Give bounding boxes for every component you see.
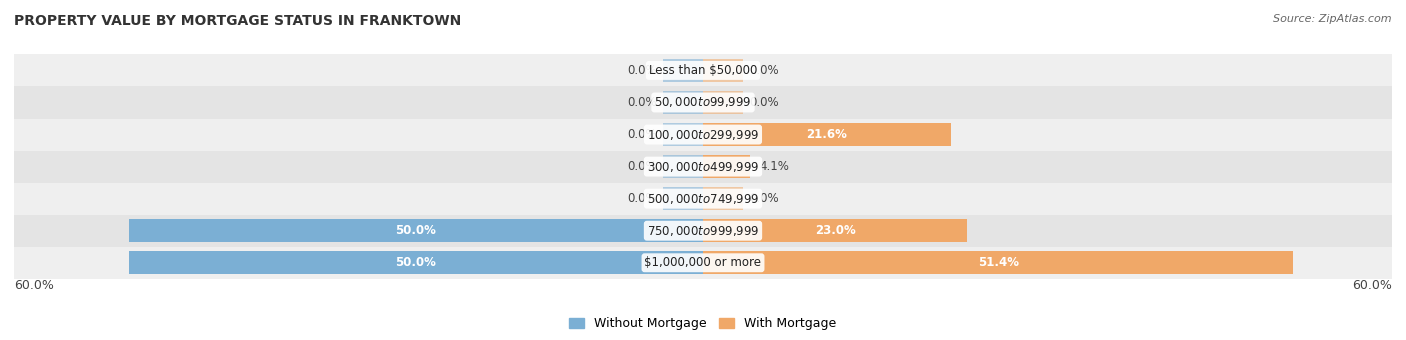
Bar: [129, 251, 703, 274]
Text: $100,000 to $299,999: $100,000 to $299,999: [647, 128, 759, 141]
Bar: [662, 187, 703, 210]
Text: Less than $50,000: Less than $50,000: [648, 64, 758, 77]
Bar: [703, 251, 1294, 274]
Bar: [703, 155, 749, 178]
Bar: [129, 219, 703, 242]
Bar: [662, 155, 703, 178]
Bar: [662, 123, 703, 146]
Text: $500,000 to $749,999: $500,000 to $749,999: [647, 192, 759, 206]
Text: $300,000 to $499,999: $300,000 to $499,999: [647, 159, 759, 174]
Text: 50.0%: 50.0%: [395, 224, 436, 237]
Text: 4.1%: 4.1%: [759, 160, 789, 173]
Text: 0.0%: 0.0%: [627, 160, 657, 173]
Text: 51.4%: 51.4%: [977, 256, 1018, 269]
Bar: [703, 59, 744, 82]
Text: $1,000,000 or more: $1,000,000 or more: [644, 256, 762, 269]
Bar: [14, 247, 1392, 279]
Text: 0.0%: 0.0%: [627, 64, 657, 77]
Bar: [703, 219, 967, 242]
Text: 0.0%: 0.0%: [749, 192, 779, 205]
Bar: [14, 119, 1392, 151]
Text: 0.0%: 0.0%: [627, 96, 657, 109]
Text: $50,000 to $99,999: $50,000 to $99,999: [654, 96, 752, 109]
Text: 50.0%: 50.0%: [395, 256, 436, 269]
Text: 0.0%: 0.0%: [749, 96, 779, 109]
Bar: [14, 215, 1392, 247]
Legend: Without Mortgage, With Mortgage: Without Mortgage, With Mortgage: [564, 312, 842, 335]
Text: $750,000 to $999,999: $750,000 to $999,999: [647, 224, 759, 238]
Bar: [662, 59, 703, 82]
Text: 0.0%: 0.0%: [627, 128, 657, 141]
Bar: [14, 86, 1392, 119]
Text: Source: ZipAtlas.com: Source: ZipAtlas.com: [1274, 14, 1392, 23]
Text: 60.0%: 60.0%: [1353, 279, 1392, 292]
Bar: [703, 123, 950, 146]
Bar: [14, 54, 1392, 86]
Bar: [703, 91, 744, 114]
Bar: [662, 91, 703, 114]
Text: PROPERTY VALUE BY MORTGAGE STATUS IN FRANKTOWN: PROPERTY VALUE BY MORTGAGE STATUS IN FRA…: [14, 14, 461, 28]
Text: 0.0%: 0.0%: [749, 64, 779, 77]
Bar: [14, 183, 1392, 215]
Text: 60.0%: 60.0%: [14, 279, 53, 292]
Text: 23.0%: 23.0%: [814, 224, 855, 237]
Text: 21.6%: 21.6%: [807, 128, 848, 141]
Bar: [703, 187, 744, 210]
Text: 0.0%: 0.0%: [627, 192, 657, 205]
Bar: [14, 151, 1392, 183]
